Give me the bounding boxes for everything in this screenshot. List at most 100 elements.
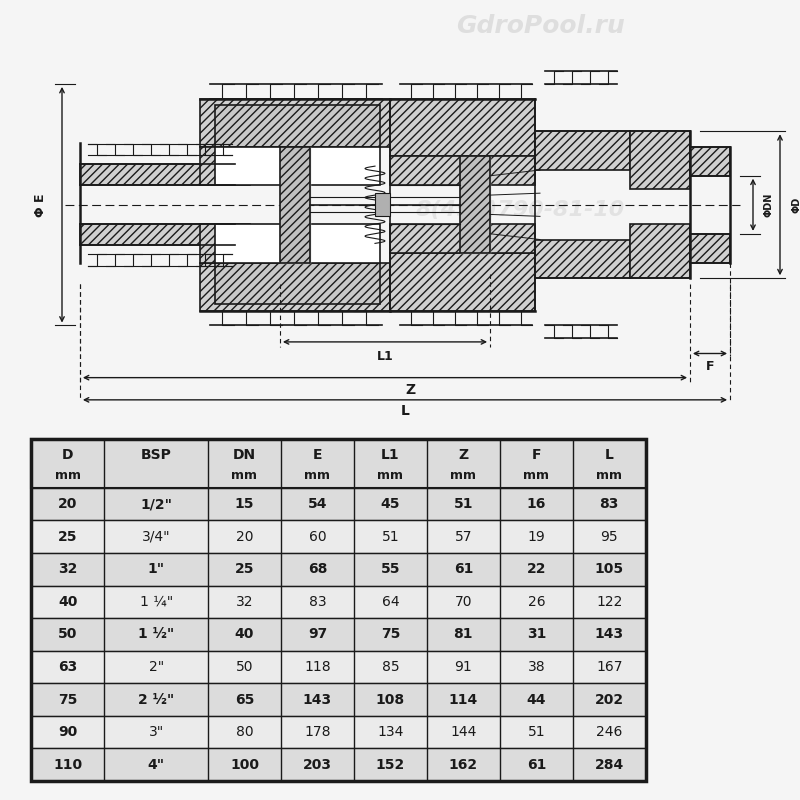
Text: 81: 81 — [454, 627, 473, 642]
Bar — [31, 439, 646, 488]
Text: L: L — [401, 405, 410, 418]
Bar — [80, 224, 235, 246]
Text: 246: 246 — [596, 725, 622, 739]
Text: mm: mm — [55, 469, 81, 482]
Text: mm: mm — [378, 469, 403, 482]
Text: 3": 3" — [149, 725, 164, 739]
Text: 60: 60 — [309, 530, 326, 544]
Bar — [31, 439, 646, 781]
Text: BSP: BSP — [141, 447, 171, 462]
Text: 90: 90 — [58, 725, 78, 739]
Text: 31: 31 — [526, 627, 546, 642]
Text: 25: 25 — [58, 530, 78, 544]
Text: 110: 110 — [54, 758, 82, 772]
Text: ΦD: ΦD — [791, 197, 800, 213]
Text: 1 ¼": 1 ¼" — [139, 595, 173, 609]
Bar — [535, 239, 630, 278]
Text: 114: 114 — [449, 693, 478, 706]
Text: 3/4": 3/4" — [142, 530, 170, 544]
Text: 51: 51 — [382, 530, 399, 544]
Text: 45: 45 — [381, 497, 400, 511]
Text: 70: 70 — [454, 595, 472, 609]
Text: mm: mm — [596, 469, 622, 482]
Text: 38: 38 — [527, 660, 545, 674]
Bar — [200, 98, 390, 147]
Text: 44: 44 — [526, 693, 546, 706]
Bar — [31, 488, 646, 520]
Text: 20: 20 — [236, 530, 254, 544]
Text: 19: 19 — [527, 530, 545, 544]
Text: mm: mm — [450, 469, 476, 482]
Text: 68: 68 — [308, 562, 327, 576]
Text: 80: 80 — [236, 725, 254, 739]
Text: 61: 61 — [454, 562, 473, 576]
Text: 8(495)790-81-10: 8(495)790-81-10 — [200, 676, 370, 694]
Text: F: F — [531, 447, 541, 462]
Text: 15: 15 — [234, 497, 254, 511]
Text: 32: 32 — [236, 595, 254, 609]
Text: 64: 64 — [382, 595, 399, 609]
Bar — [31, 683, 646, 716]
Bar — [31, 650, 646, 683]
Text: L: L — [605, 447, 614, 462]
Text: 4": 4" — [147, 758, 165, 772]
Bar — [215, 147, 380, 186]
Text: 26: 26 — [527, 595, 545, 609]
Bar — [31, 586, 646, 618]
Polygon shape — [460, 157, 490, 253]
Text: 143: 143 — [594, 627, 624, 642]
Bar — [390, 98, 535, 157]
Bar — [215, 106, 380, 147]
Text: 54: 54 — [308, 497, 327, 511]
Text: 118: 118 — [304, 660, 330, 674]
Polygon shape — [280, 147, 310, 262]
Text: 162: 162 — [449, 758, 478, 772]
Text: D: D — [62, 447, 74, 462]
Text: 143: 143 — [303, 693, 332, 706]
Bar — [630, 131, 690, 190]
Text: 8(495)790-81-10: 8(495)790-81-10 — [415, 200, 625, 220]
Bar — [31, 618, 646, 650]
Text: 203: 203 — [303, 758, 332, 772]
Text: 20: 20 — [58, 497, 78, 511]
Text: 51: 51 — [527, 725, 545, 739]
Text: L1: L1 — [381, 447, 400, 462]
Text: 40: 40 — [234, 627, 254, 642]
Bar — [390, 253, 535, 311]
Text: 83: 83 — [599, 497, 619, 511]
Text: 144: 144 — [450, 725, 477, 739]
Text: 55: 55 — [381, 562, 400, 576]
Text: mm: mm — [523, 469, 550, 482]
Bar — [535, 131, 630, 170]
Bar — [215, 224, 380, 262]
Text: 50: 50 — [236, 660, 254, 674]
Text: 57: 57 — [454, 530, 472, 544]
Text: 75: 75 — [58, 693, 78, 706]
Text: ΦDN: ΦDN — [764, 193, 774, 217]
Text: 25: 25 — [234, 562, 254, 576]
Bar — [690, 147, 730, 176]
Text: 16: 16 — [526, 497, 546, 511]
Text: 108: 108 — [376, 693, 405, 706]
Text: 63: 63 — [58, 660, 78, 674]
Bar — [215, 262, 380, 304]
Text: 105: 105 — [594, 562, 624, 576]
Text: 1/2": 1/2" — [140, 497, 172, 511]
Bar — [460, 157, 490, 253]
Text: 75: 75 — [381, 627, 400, 642]
Text: 100: 100 — [230, 758, 259, 772]
Text: mm: mm — [231, 469, 258, 482]
Bar — [375, 193, 390, 216]
Text: mm: mm — [305, 469, 330, 482]
Text: 40: 40 — [58, 595, 78, 609]
Text: 178: 178 — [304, 725, 330, 739]
Bar — [200, 262, 390, 311]
Bar — [390, 224, 535, 253]
Text: 91: 91 — [454, 660, 472, 674]
Text: 65: 65 — [234, 693, 254, 706]
Bar — [390, 157, 535, 186]
Bar — [31, 553, 646, 586]
Bar — [31, 439, 646, 781]
Text: Φ E: Φ E — [34, 193, 46, 217]
Text: 134: 134 — [378, 725, 403, 739]
